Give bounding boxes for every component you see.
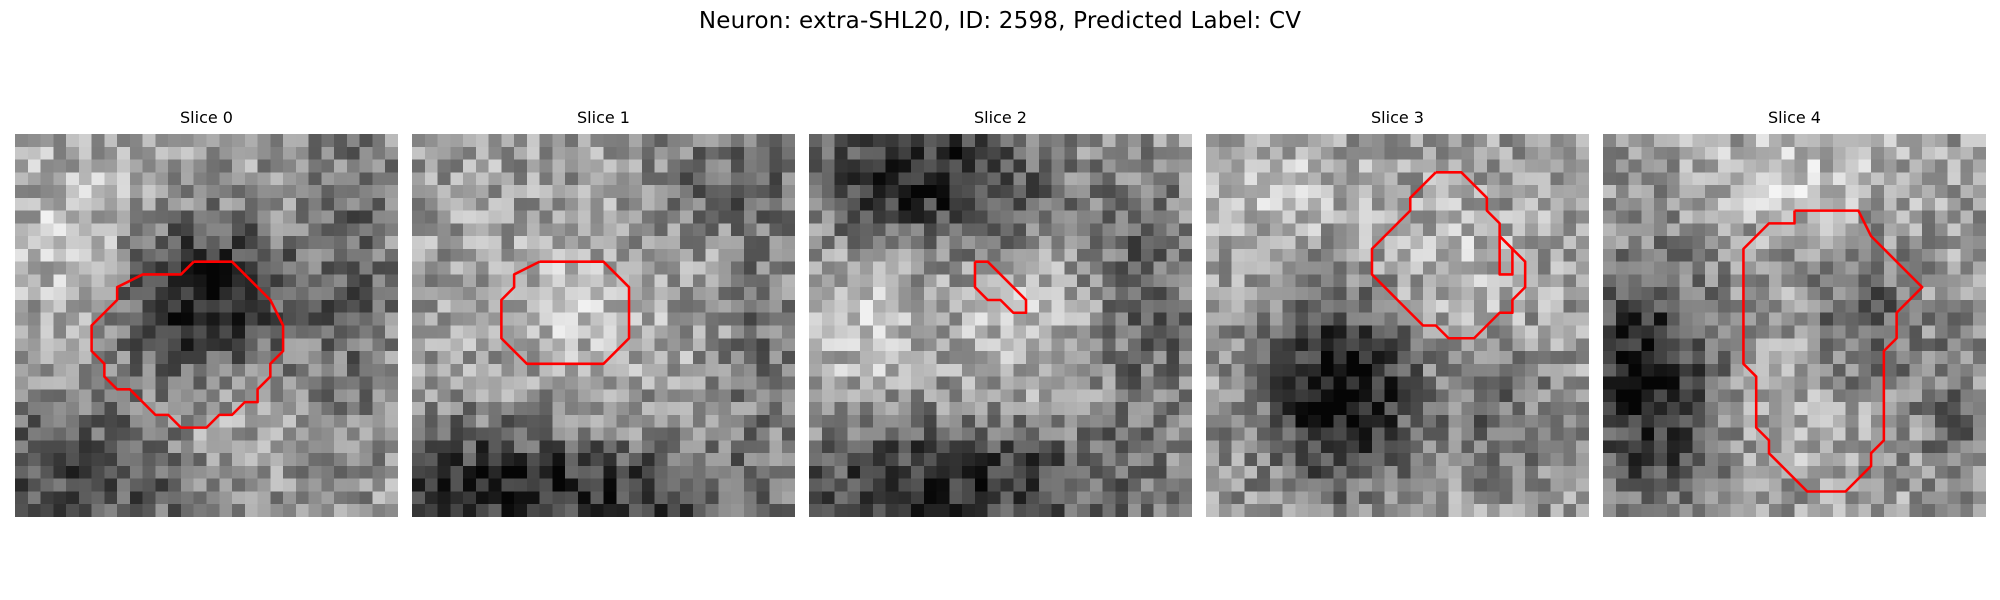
slice-title: Slice 1 xyxy=(577,108,630,127)
slice-title: Slice 3 xyxy=(1371,108,1424,127)
segmentation-contour xyxy=(90,260,285,429)
segmentation-contour xyxy=(973,260,1028,315)
segmentation-contour xyxy=(1498,235,1514,276)
slice-image xyxy=(809,134,1192,517)
segmentation-contour xyxy=(1742,209,1924,493)
figure-title: Neuron: extra-SHL20, ID: 2598, Predicted… xyxy=(698,8,1302,34)
segmentation-contour xyxy=(1370,171,1527,340)
slice-image xyxy=(1206,134,1589,517)
slice-image xyxy=(1603,134,1986,517)
slice-image xyxy=(15,134,398,517)
slice-title: Slice 0 xyxy=(180,108,233,127)
slice-image xyxy=(412,134,795,517)
slice-title: Slice 2 xyxy=(974,108,1027,127)
segmentation-contour xyxy=(500,260,631,366)
slice-title: Slice 4 xyxy=(1768,108,1821,127)
